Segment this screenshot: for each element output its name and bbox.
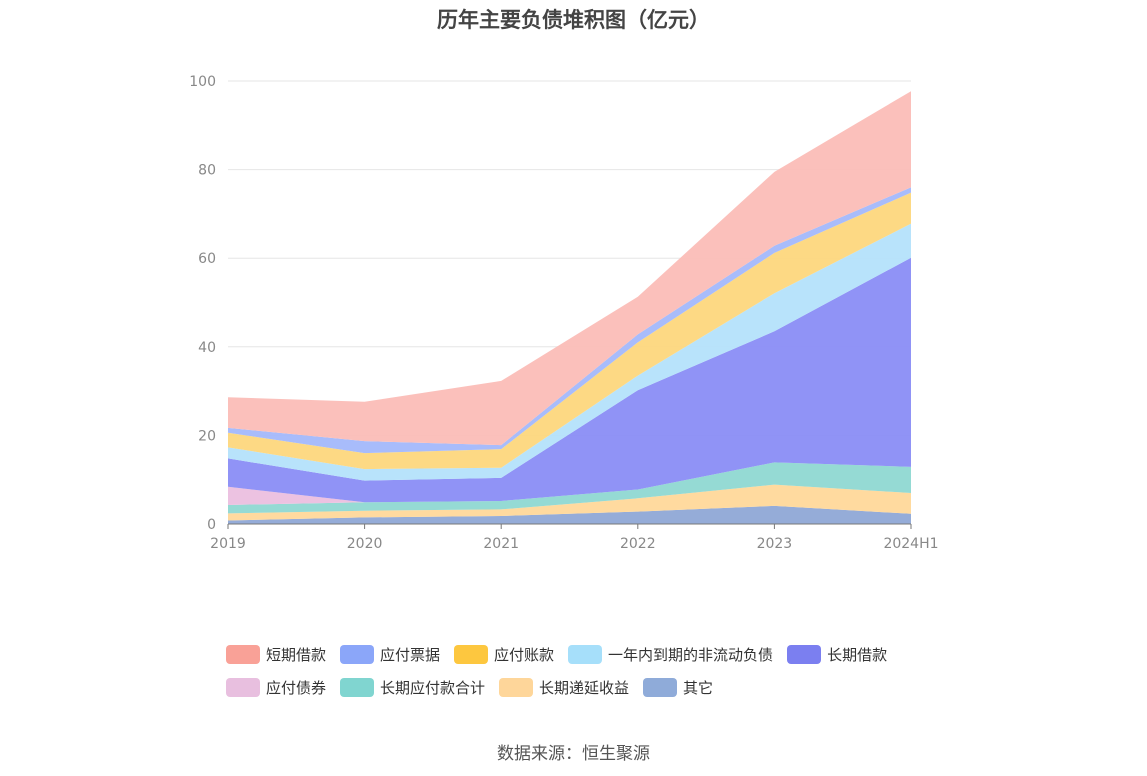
- legend-swatch: [787, 645, 822, 664]
- area-series-4[interactable]: [228, 257, 911, 503]
- y-tick-label: 20: [198, 428, 216, 444]
- area-series-3[interactable]: [228, 462, 911, 505]
- x-tick-label: 2023: [757, 536, 793, 552]
- x-tick-label: 2021: [483, 536, 519, 552]
- area-series-0[interactable]: [228, 505, 911, 524]
- legend-label: 短期借款: [266, 646, 327, 664]
- y-tick-label: 100: [189, 74, 216, 90]
- legend-swatch: [568, 645, 603, 664]
- legend-label: 一年内到期的非流动负债: [608, 646, 774, 664]
- y-tick-label: 60: [198, 251, 216, 267]
- legend-item[interactable]: 一年内到期的非流动负债: [568, 644, 773, 665]
- legend-row-1: 短期借款 应付票据 应付账款 一年内到期的非流动负债 长期借款: [226, 638, 966, 671]
- legend-label: 应付账款: [494, 646, 555, 664]
- legend-swatch: [226, 678, 260, 697]
- area-layer: [228, 91, 911, 524]
- chart-title: 历年主要负债堆积图（亿元）: [437, 8, 710, 32]
- legend-item[interactable]: 应付债券: [226, 677, 326, 698]
- legend-item[interactable]: 长期借款: [787, 644, 887, 665]
- legend-label: 其它: [683, 679, 714, 697]
- x-tick-label: 2024H1: [883, 536, 938, 552]
- legend-item[interactable]: 应付票据: [340, 644, 440, 665]
- legend-item[interactable]: 长期递延收益: [499, 677, 629, 698]
- legend-swatch: [340, 645, 375, 664]
- area-series-2[interactable]: [228, 462, 911, 514]
- x-tick-label: 2022: [620, 536, 656, 552]
- legend-swatch: [643, 678, 678, 697]
- legend-row-2: 应付债券 长期应付款合计 长期递延收益 其它: [226, 671, 966, 704]
- y-tick-label: 40: [198, 340, 216, 356]
- legend-label: 长期借款: [827, 646, 888, 664]
- legend-item[interactable]: 其它: [643, 677, 713, 698]
- legend-item[interactable]: 长期应付款合计: [340, 677, 485, 698]
- legend-label: 长期应付款合计: [380, 679, 486, 697]
- area-series-6[interactable]: [228, 192, 911, 470]
- legend-label: 应付债券: [266, 679, 327, 697]
- area-series-5[interactable]: [228, 223, 911, 481]
- legend-label: 长期递延收益: [539, 679, 630, 697]
- legend-swatch: [340, 678, 375, 697]
- axis-layer: 0 20 40 60 80 100 2019 2020 2021 2022 2023 2024H1: [189, 74, 938, 552]
- legend-item[interactable]: 应付账款: [454, 644, 554, 665]
- area-series-1[interactable]: [228, 484, 911, 521]
- legend-swatch: [454, 645, 489, 664]
- legend-label: 应付票据: [380, 646, 441, 664]
- area-series-8[interactable]: [228, 91, 911, 446]
- y-tick-label: 0: [207, 517, 216, 533]
- legend: 短期借款 应付票据 应付账款 一年内到期的非流动负债 长期借款 应付债券 长期应付款合计 长…: [226, 638, 966, 704]
- legend-item[interactable]: 短期借款: [226, 644, 326, 665]
- x-tick-label: 2019: [210, 536, 246, 552]
- x-tick-label: 2020: [347, 536, 383, 552]
- data-source: 数据来源：恒生聚源: [497, 744, 650, 764]
- y-tick-label: 80: [198, 163, 216, 179]
- legend-swatch: [499, 678, 534, 697]
- legend-swatch: [226, 645, 260, 664]
